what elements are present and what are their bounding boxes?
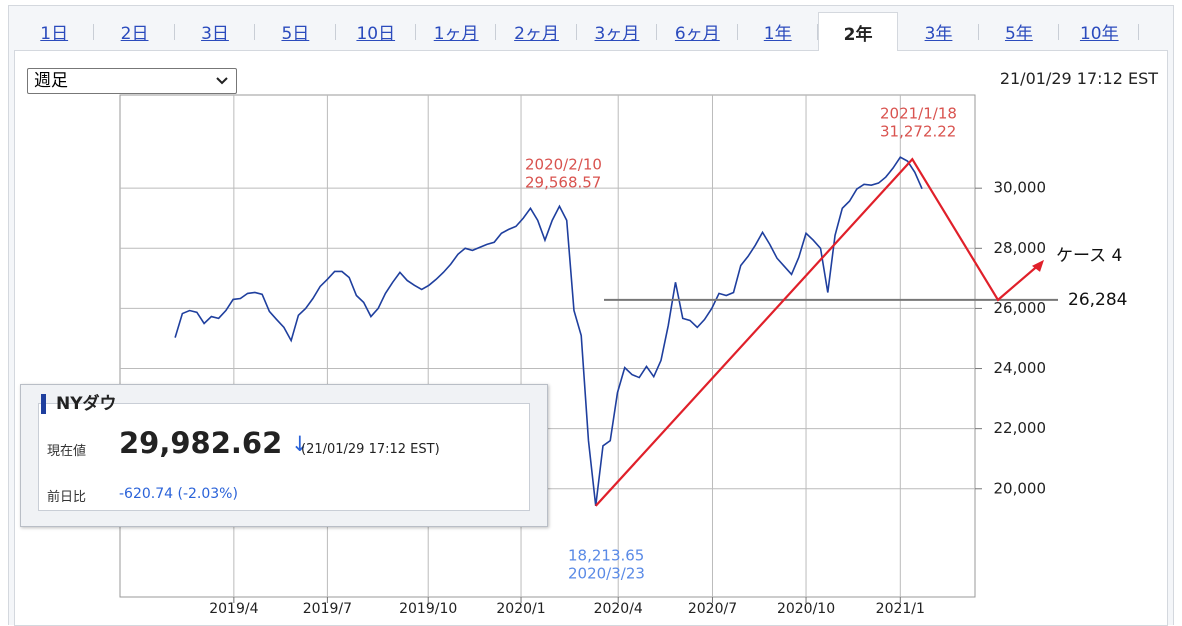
scenario-label: ケース 4 <box>1056 246 1122 266</box>
annotation: 29,568.57 <box>525 174 601 192</box>
y-tick-label: 28,000 <box>994 239 1047 257</box>
dropdown-text: 週足 <box>34 71 68 91</box>
range-tab[interactable]: 6ヶ月 <box>657 12 738 50</box>
target-label: 26,284 <box>1068 290 1127 310</box>
price-arrow: ↓ <box>291 432 309 456</box>
x-tick-label: 2019/4 <box>209 601 258 617</box>
range-tab[interactable]: 1ヶ月 <box>416 12 497 50</box>
price-label: 現在値 <box>47 444 87 459</box>
x-tick-label: 2020/1 <box>496 601 545 617</box>
x-tick-label: 2020/10 <box>777 601 835 617</box>
annotation: 31,272.22 <box>880 123 956 141</box>
scenario-arrowhead <box>1032 259 1044 272</box>
interval-dropdown[interactable]: 週足 <box>27 68 237 94</box>
y-tick-label: 26,000 <box>994 299 1047 317</box>
price-line <box>174 156 923 507</box>
scenario-path <box>594 157 1041 507</box>
y-tick-label: 20,000 <box>994 479 1047 497</box>
range-tab[interactable]: 2日 <box>94 12 176 50</box>
x-tick-label: 2020/7 <box>688 601 737 617</box>
range-tab[interactable]: 1年 <box>738 12 819 50</box>
range-tab[interactable]: 1日 <box>14 12 95 50</box>
range-tab[interactable]: 5年 <box>979 12 1060 50</box>
annotation: 18,213.65 <box>568 547 644 565</box>
change-label: 前日比 <box>47 490 87 505</box>
x-tick-label: 2021/1 <box>876 601 925 617</box>
range-tab[interactable]: 3ヶ月 <box>577 12 658 50</box>
x-tick-label: 2020/4 <box>594 601 643 617</box>
tab-bar: 1日 2日 3日 5日 10日 1ヶ月 2ヶ月 3ヶ月 6ヶ月 1年 2年 3年 5年 10年 <box>14 12 1140 51</box>
chevron <box>216 77 228 85</box>
quote-time: (21/01/29 17:12 EST) <box>301 442 440 457</box>
y-tick-label: 22,000 <box>994 419 1047 437</box>
change: -620.74 (-2.03%) <box>119 486 238 502</box>
range-tab[interactable]: 2年 <box>817 12 899 51</box>
annotation: 2020/3/23 <box>568 565 645 583</box>
quote-box: 現在値 29,982.62 ↓ (21/01/29 17:12 EST) 前日比… <box>20 384 548 527</box>
annotation: 2021/1/18 <box>880 105 957 123</box>
range-tab[interactable]: 2ヶ月 <box>496 12 578 50</box>
range-tab[interactable]: 3日 <box>175 12 256 50</box>
quote-inner: 現在値 29,982.62 ↓ (21/01/29 17:12 EST) 前日比… <box>38 403 530 511</box>
y-tick-label: 24,000 <box>994 359 1047 377</box>
price: 29,982.62 <box>119 426 283 460</box>
x-tick-label: 2019/7 <box>303 601 352 617</box>
quote-title: NYダウ <box>41 394 117 414</box>
range-tab[interactable]: 10日 <box>336 12 417 50</box>
timestamp: 21/01/29 17:12 EST <box>999 69 1158 88</box>
range-tab[interactable]: 5日 <box>255 12 336 50</box>
y-tick-label: 30,000 <box>994 179 1047 197</box>
range-tab[interactable]: 10年 <box>1059 12 1140 50</box>
annotation: 2020/2/10 <box>525 156 602 174</box>
range-tab[interactable]: 3年 <box>898 12 980 50</box>
x-tick-label: 2019/10 <box>399 601 457 617</box>
